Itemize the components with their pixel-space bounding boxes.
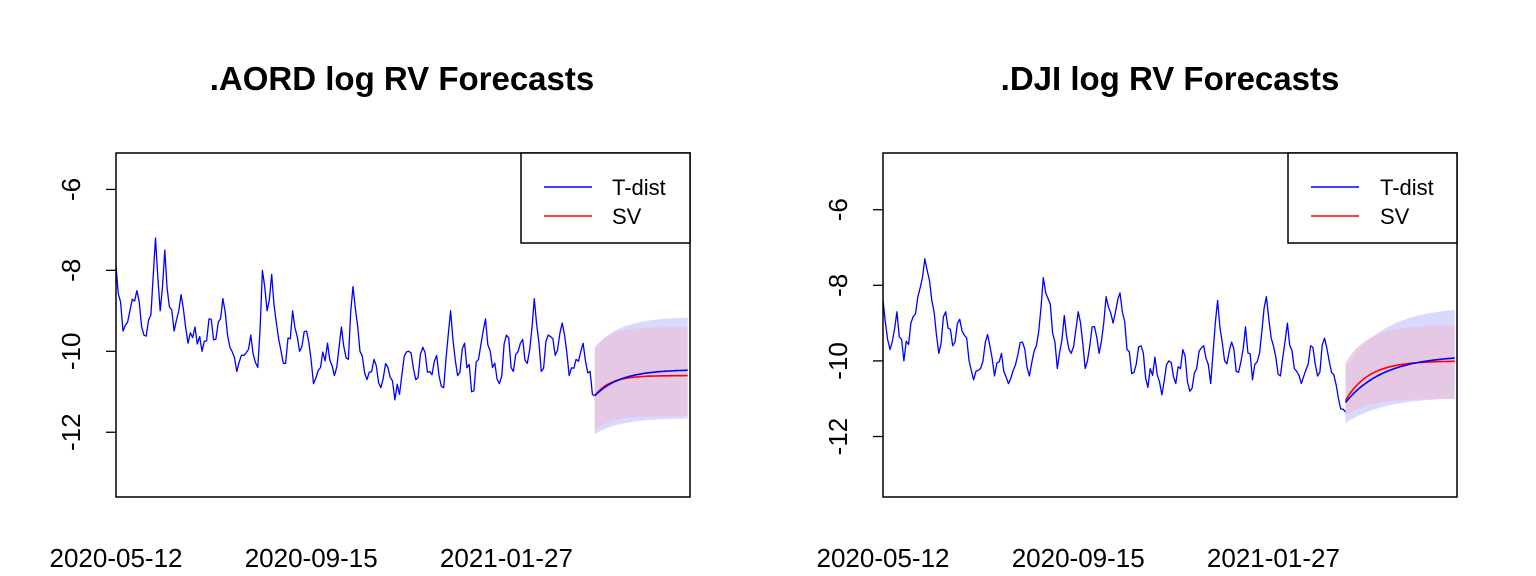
t-dist-forecast-line — [594, 369, 688, 397]
legend: T-dist SV — [520, 152, 691, 244]
legend-box — [520, 152, 691, 244]
chart-panel-dji: .DJI log RV Forecasts -6 -8 -10 -12 2020-05… — [817, 60, 1458, 573]
sv-interval-band — [594, 327, 688, 431]
observed-series-line — [115, 237, 596, 401]
y-tick-label: -10 — [56, 333, 86, 371]
t-dist-forecast-line — [1344, 357, 1455, 404]
y-tick-label: -10 — [823, 342, 853, 380]
legend-label-sv: SV — [612, 204, 642, 229]
legend-label-t-dist: T-dist — [612, 175, 666, 200]
x-tick-label: 2020-09-15 — [1012, 543, 1145, 573]
y-axis: -6 -8 -10 -12 — [56, 178, 116, 451]
x-axis: 2020-05-12 2020-09-15 2021-01-27 — [50, 543, 573, 573]
y-tick-label: -12 — [823, 418, 853, 456]
x-tick-label: 2020-05-12 — [50, 543, 183, 573]
plot-frame — [115, 152, 691, 498]
y-axis: -6 -8 -10 -12 — [823, 198, 883, 455]
x-tick-label: 2021-01-27 — [440, 543, 573, 573]
y-tick-label: -8 — [56, 259, 86, 282]
chart-title: .DJI log RV Forecasts — [1001, 60, 1340, 97]
y-tick-label: -12 — [56, 413, 86, 451]
x-axis: 2020-05-12 2020-09-15 2021-01-27 — [817, 543, 1340, 573]
observed-series-line — [882, 258, 1346, 413]
x-tick-label: 2021-01-27 — [1207, 543, 1340, 573]
y-tick-label: -6 — [823, 198, 853, 221]
legend-label-sv: SV — [1380, 204, 1410, 229]
chart-panel-aord: .AORD log RV Forecasts -6 -8 -10 -12 2020-0… — [50, 60, 691, 573]
sv-forecast-line — [1344, 360, 1455, 402]
plot-frame — [882, 152, 1458, 498]
legend: T-dist SV — [1287, 152, 1458, 244]
legend-label-t-dist: T-dist — [1380, 175, 1434, 200]
y-tick-label: -8 — [823, 274, 853, 297]
x-tick-label: 2020-09-15 — [245, 543, 378, 573]
chart-title: .AORD log RV Forecasts — [210, 60, 594, 97]
y-tick-label: -6 — [56, 178, 86, 201]
sv-interval-band — [1345, 325, 1455, 416]
legend-box — [1287, 152, 1458, 244]
x-tick-label: 2020-05-12 — [817, 543, 950, 573]
